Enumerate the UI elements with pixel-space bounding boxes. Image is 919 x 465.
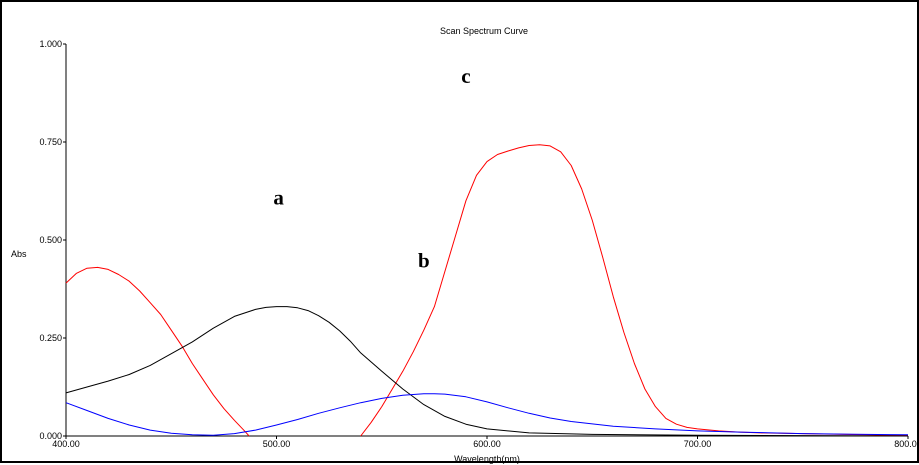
axes <box>63 43 909 439</box>
curve-annotations: a b c <box>273 64 470 272</box>
tick-labels: 0.000 0.250 0.500 0.750 1.000 400.00 500.00 600… <box>39 39 919 449</box>
x-tick-label: 800.00 <box>894 439 919 449</box>
x-tick-label: 500.00 <box>263 439 291 449</box>
y-axis-title: Abs <box>11 249 27 259</box>
series-line-1-segment-2 <box>360 144 908 437</box>
chart-title: Scan Spectrum Curve <box>440 26 528 36</box>
annotation-label-b: b <box>418 248 430 272</box>
x-tick-label: 400.00 <box>52 439 80 449</box>
chart-title-background <box>430 22 538 39</box>
y-tick-label: 0.750 <box>39 137 62 147</box>
annotation-label-a: a <box>273 186 284 210</box>
x-axis-title: Wavelength(nm) <box>454 454 520 464</box>
x-tick-label: 700.00 <box>684 439 712 449</box>
x-tick-label: 600.00 <box>473 439 501 449</box>
series-line-3-segment-1 <box>65 393 909 436</box>
y-tick-label: 0.250 <box>39 333 62 343</box>
y-tick-label: 0.500 <box>39 235 62 245</box>
y-tick-label: 0.000 <box>39 431 62 441</box>
series-line-2-segment-1 <box>65 306 909 437</box>
annotation-label-c: c <box>461 64 470 88</box>
y-tick-label: 1.000 <box>39 39 62 49</box>
series-lines <box>65 144 909 437</box>
series-line-1-segment-1 <box>65 266 250 437</box>
